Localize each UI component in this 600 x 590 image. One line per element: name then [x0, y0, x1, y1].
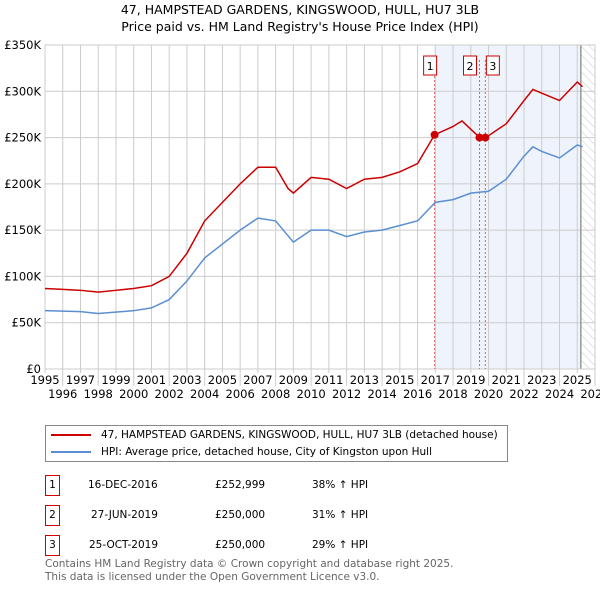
sale-price: £250,000	[215, 509, 266, 521]
sale-label: 2	[467, 60, 474, 73]
x-tick-label: 2014	[367, 387, 396, 401]
sale-date: 16-DEC-2016	[88, 479, 158, 491]
sale-row: 3 25-OCT-2019 £250,000 29% ↑ HPI	[45, 535, 545, 556]
sale-hpi: 31% ↑ HPI	[312, 509, 369, 521]
sale-date: 27-JUN-2019	[91, 509, 158, 521]
x-tick-label: 2023	[527, 373, 556, 387]
x-tick-label: 2012	[332, 387, 361, 401]
x-tick-label: 2013	[350, 373, 379, 387]
legend-label-property: 47, HAMPSTEAD GARDENS, KINGSWOOD, HULL, …	[101, 429, 498, 441]
series-line	[44, 144, 583, 315]
y-tick-label: £100K	[4, 269, 41, 283]
x-tick-label: 2001	[137, 373, 166, 387]
x-tick-label: 2021	[492, 373, 521, 387]
legend-swatch-hpi	[51, 451, 91, 453]
y-tick-label: £50K	[12, 316, 42, 330]
x-tick-label: 1996	[48, 387, 77, 401]
future-hatch	[580, 45, 595, 369]
sale-price: £250,000	[215, 539, 266, 551]
chart-title: 47, HAMPSTEAD GARDENS, KINGSWOOD, HULL, …	[120, 2, 480, 17]
legend-label-hpi: HPI: Average price, detached house, City…	[101, 446, 432, 458]
x-tick-label: 2009	[279, 373, 308, 387]
y-tick-label: £200K	[4, 177, 41, 191]
x-tick-label: 2011	[314, 373, 343, 387]
x-tick-label: 2000	[119, 387, 148, 401]
footer: Contains HM Land Registry data © Crown c…	[45, 558, 453, 584]
x-tick-label: 2025	[563, 373, 592, 387]
plot-frame	[44, 44, 596, 370]
sale-label-box	[463, 55, 477, 76]
sale-point	[430, 130, 439, 139]
x-tick-label: 2019	[456, 373, 485, 387]
y-tick-label: £250K	[4, 131, 41, 145]
series-line	[44, 80, 584, 293]
price-chart: 1995199619971998199920002001200220032004…	[4, 38, 600, 401]
x-tick-label: 2008	[261, 387, 290, 401]
sale-marker-box: 3	[45, 535, 60, 556]
sale-marker-box: 2	[45, 505, 60, 526]
x-tick-label: 2016	[403, 387, 432, 401]
x-tick-label: 2026	[580, 387, 600, 401]
x-tick-label: 2004	[190, 387, 219, 401]
y-tick-label: £150K	[4, 223, 41, 237]
x-tick-label: 2002	[155, 387, 184, 401]
sale-point	[481, 133, 490, 142]
sale-hpi: 29% ↑ HPI	[312, 539, 369, 551]
x-tick-label: 1995	[30, 373, 59, 387]
sale-row: 1 16-DEC-2016 £252,999 38% ↑ HPI	[45, 475, 545, 496]
legend: 47, HAMPSTEAD GARDENS, KINGSWOOD, HULL, …	[45, 425, 508, 462]
x-tick-label: 1998	[84, 387, 113, 401]
x-tick-label: 2024	[545, 387, 574, 401]
y-tick-label: £300K	[4, 84, 41, 98]
sale-label-box	[423, 55, 438, 76]
x-tick-label: 2022	[509, 387, 538, 401]
sale-price: £252,999	[215, 479, 266, 491]
footer-licence: This data is licensed under the Open Gov…	[45, 571, 380, 583]
y-tick-label: £350K	[4, 38, 41, 52]
sale-label: 3	[489, 60, 496, 73]
x-tick-label: 2020	[474, 387, 503, 401]
sale-label-box	[485, 55, 500, 76]
x-tick-label: 1997	[66, 373, 95, 387]
y-tick-label: £0	[26, 362, 41, 376]
x-tick-label: 2017	[421, 373, 450, 387]
x-tick-label: 1999	[101, 373, 130, 387]
sale-point	[475, 133, 484, 142]
chart-subtitle: Price paid vs. HM Land Registry's House …	[121, 19, 479, 34]
x-tick-label: 2007	[243, 373, 272, 387]
sale-date: 25-OCT-2019	[89, 539, 158, 551]
legend-swatch-property	[51, 434, 91, 436]
x-tick-label: 2003	[172, 373, 201, 387]
x-tick-label: 2005	[208, 373, 237, 387]
sale-hpi: 38% ↑ HPI	[312, 479, 369, 491]
footer-copyright: Contains HM Land Registry data © Crown c…	[45, 558, 454, 570]
x-tick-label: 2015	[385, 373, 414, 387]
sale-row: 2 27-JUN-2019 £250,000 31% ↑ HPI	[45, 505, 545, 526]
sale-label: 1	[427, 60, 434, 73]
forecast-shading	[434, 45, 581, 369]
x-tick-label: 2018	[438, 387, 467, 401]
x-tick-label: 2010	[296, 387, 325, 401]
x-tick-label: 2006	[226, 387, 255, 401]
sale-marker-box: 1	[45, 475, 60, 496]
